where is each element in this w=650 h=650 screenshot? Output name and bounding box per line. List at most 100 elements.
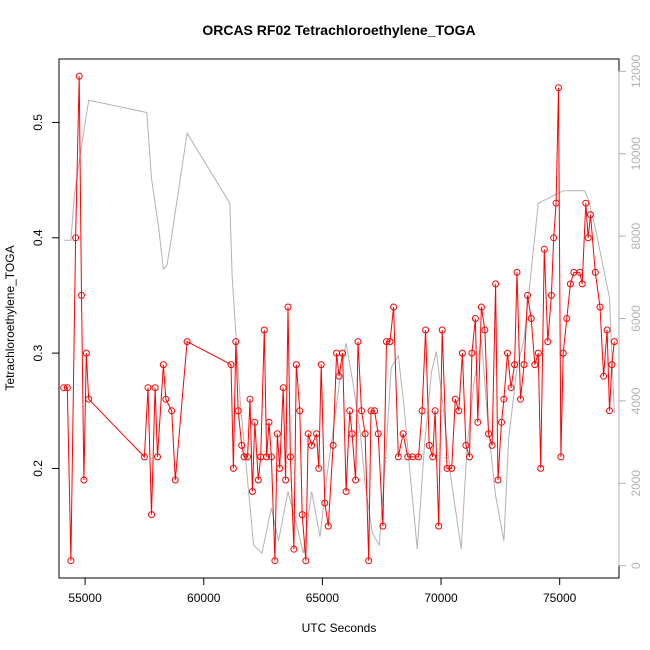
data-point [386, 338, 394, 346]
data-point [265, 418, 273, 426]
data-point [552, 199, 560, 207]
data-point [458, 349, 466, 357]
data-point [524, 291, 532, 299]
data-point [171, 476, 179, 484]
data-point [555, 84, 562, 92]
data-point [547, 291, 555, 299]
data-point [85, 395, 93, 403]
data-point [183, 338, 191, 346]
data-point [494, 476, 502, 484]
data-point [367, 407, 375, 415]
data-point [404, 453, 412, 461]
data-point [379, 522, 387, 530]
y2-tick-label: 12000 [629, 54, 643, 88]
y-tick-label: 0.4 [31, 229, 45, 246]
y2-tick-label: 10000 [629, 137, 643, 171]
data-point [63, 384, 71, 392]
y-tick-label: 0.2 [31, 460, 45, 477]
data-point [371, 407, 379, 415]
data-point [313, 430, 320, 438]
data-point [438, 326, 446, 334]
data-point [292, 361, 300, 369]
data-point [67, 557, 75, 565]
data-point [596, 303, 604, 311]
gray-series-line [63, 99, 615, 555]
data-point [537, 464, 545, 472]
data-point [431, 407, 439, 415]
x-tick-label: 60000 [187, 591, 221, 605]
x-axis: 55000 60000 65000 70000 75000 [68, 577, 577, 605]
data-point [455, 407, 463, 415]
data-point [513, 268, 521, 276]
data-point [304, 430, 312, 438]
data-point [315, 464, 323, 472]
data-point [390, 303, 398, 311]
data-point [584, 234, 592, 242]
data-point [471, 315, 479, 322]
data-point [399, 430, 407, 438]
data-point [240, 453, 248, 461]
data-point [492, 280, 500, 288]
y2-tick-label: 0 [629, 562, 643, 569]
data-point [354, 338, 362, 346]
data-point [587, 211, 594, 219]
data-point [488, 441, 496, 449]
data-point [263, 453, 271, 461]
data-point [346, 407, 354, 415]
data-point [238, 441, 246, 449]
data-point [260, 326, 268, 334]
data-point [443, 464, 451, 472]
y-axis-right: 0 2000 4000 6000 8000 10000 12000 [618, 54, 643, 569]
data-point [227, 361, 235, 369]
data-point [72, 234, 80, 242]
data-point [284, 303, 292, 311]
data-point [500, 395, 508, 403]
data-point [168, 407, 176, 415]
data-point [144, 384, 152, 392]
data-point [422, 326, 430, 334]
data-point [348, 430, 356, 438]
data-point [507, 384, 515, 392]
data-point [504, 349, 511, 357]
plot-frame [58, 58, 620, 579]
data-point [248, 488, 256, 495]
data-point [151, 384, 159, 392]
data-point [251, 418, 259, 426]
data-point [550, 234, 558, 242]
data-point [520, 361, 528, 369]
data-point [481, 326, 489, 334]
data-point [415, 453, 422, 461]
data-point [279, 384, 287, 392]
data-point [540, 245, 548, 253]
x-tick-label: 65000 [306, 591, 340, 605]
data-point [317, 361, 325, 369]
data-point [148, 511, 155, 519]
data-point [273, 430, 281, 438]
data-point [298, 511, 306, 519]
data-point [511, 361, 519, 369]
data-point [527, 315, 535, 322]
data-point [582, 199, 590, 207]
data-point [544, 338, 552, 346]
data-point [234, 407, 242, 415]
data-point [451, 395, 459, 403]
data-point [335, 372, 343, 380]
data-point [232, 338, 240, 346]
data-point [60, 384, 68, 392]
y2-tick-label: 4000 [629, 387, 643, 414]
data-point [610, 338, 618, 346]
data-point [339, 349, 347, 357]
data-point [329, 441, 337, 449]
data-point [246, 395, 254, 403]
x-axis-label: UTC Seconds [302, 621, 377, 635]
y2-tick-label: 8000 [629, 222, 643, 249]
data-point [361, 430, 369, 438]
data-point [324, 522, 332, 530]
data-point [140, 453, 148, 461]
gray-series-layer [63, 99, 615, 555]
data-point [271, 557, 279, 565]
data-point [302, 557, 310, 565]
data-point [600, 372, 608, 380]
data-point [448, 464, 456, 472]
